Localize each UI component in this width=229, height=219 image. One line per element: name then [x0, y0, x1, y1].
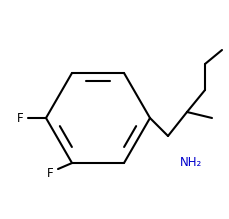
Text: F: F: [47, 166, 54, 180]
Text: F: F: [17, 111, 24, 124]
Text: NH₂: NH₂: [179, 156, 201, 169]
